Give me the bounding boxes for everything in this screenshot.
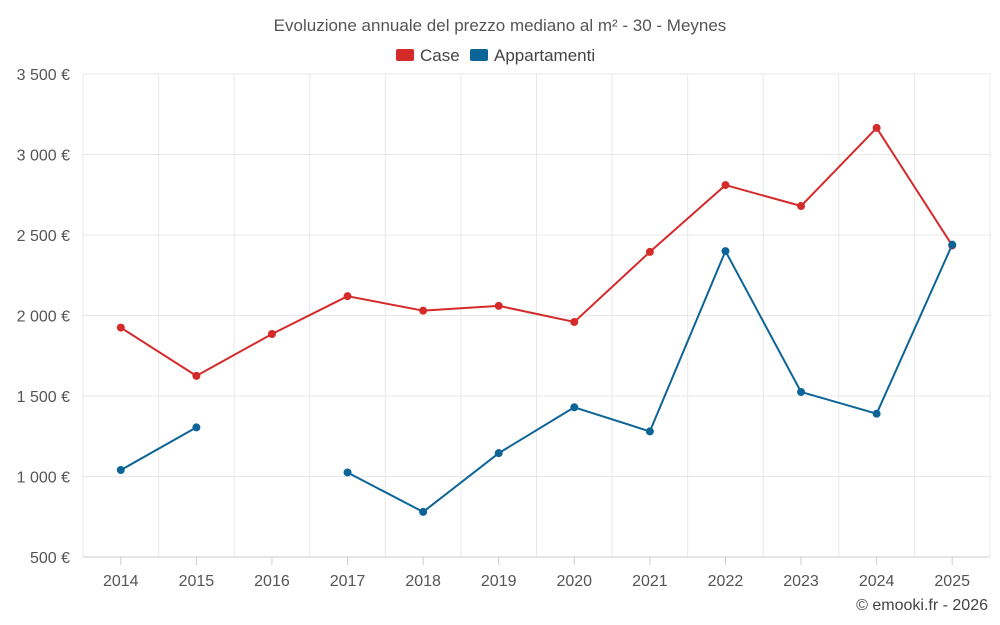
legend-swatch[interactable] <box>470 49 488 61</box>
legend-label[interactable]: Case <box>420 46 460 65</box>
series-appartamenti <box>116 240 957 516</box>
data-point[interactable] <box>494 449 503 458</box>
y-tick-label: 2 500 € <box>17 228 70 245</box>
legend-swatch[interactable] <box>396 49 414 61</box>
x-tick-label: 2024 <box>859 573 895 590</box>
x-tick-label: 2018 <box>405 573 441 590</box>
data-point[interactable] <box>343 292 352 301</box>
data-point[interactable] <box>192 423 201 432</box>
x-tick-label: 2021 <box>632 573 668 590</box>
data-point[interactable] <box>419 306 428 315</box>
x-tick-label: 2019 <box>481 573 517 590</box>
series-line <box>347 244 954 513</box>
x-tick-label: 2014 <box>103 573 139 590</box>
series-line <box>120 126 954 377</box>
data-point[interactable] <box>343 468 352 477</box>
x-tick-label: 2015 <box>179 573 215 590</box>
data-point[interactable] <box>872 409 881 418</box>
grid <box>82 73 991 557</box>
legend-label[interactable]: Appartamenti <box>494 46 595 65</box>
y-tick-label: 1 000 € <box>17 470 70 487</box>
series-layer <box>116 123 957 516</box>
data-point[interactable] <box>721 181 730 190</box>
legend: Case Appartamenti <box>396 46 595 65</box>
data-point[interactable] <box>494 301 503 310</box>
data-point[interactable] <box>721 247 730 256</box>
data-point[interactable] <box>948 240 957 249</box>
data-point[interactable] <box>192 371 201 380</box>
data-point[interactable] <box>116 466 125 475</box>
data-point[interactable] <box>570 317 579 326</box>
x-tick-label: 2016 <box>254 573 290 590</box>
credit-text: © emooki.fr - 2026 <box>856 597 988 614</box>
x-tick-label: 2025 <box>934 573 970 590</box>
x-tick-label: 2017 <box>330 573 366 590</box>
y-tick-label: 3 000 € <box>17 148 70 165</box>
axes: 500 € 1 000 € 1 500 € 2 000 € 2 500 € 3 000 €… <box>17 67 990 590</box>
data-point[interactable] <box>116 323 125 332</box>
chart-title: Evoluzione annuale del prezzo mediano al… <box>274 16 727 35</box>
data-point[interactable] <box>645 247 654 256</box>
y-tick-label: 500 € <box>30 550 70 567</box>
data-point[interactable] <box>645 427 654 436</box>
data-point[interactable] <box>419 507 428 516</box>
data-point[interactable] <box>872 123 881 132</box>
x-tick-label: 2022 <box>708 573 744 590</box>
series-case <box>116 123 957 380</box>
x-tick-label: 2023 <box>783 573 819 590</box>
series-line <box>120 426 197 471</box>
data-point[interactable] <box>570 403 579 412</box>
data-point[interactable] <box>797 387 806 396</box>
y-tick-label: 1 500 € <box>17 389 70 406</box>
y-tick-label: 2 000 € <box>17 309 70 326</box>
data-point[interactable] <box>797 202 806 211</box>
x-tick-label: 2020 <box>556 573 592 590</box>
data-point[interactable] <box>267 330 276 339</box>
y-tick-label: 3 500 € <box>17 67 70 84</box>
